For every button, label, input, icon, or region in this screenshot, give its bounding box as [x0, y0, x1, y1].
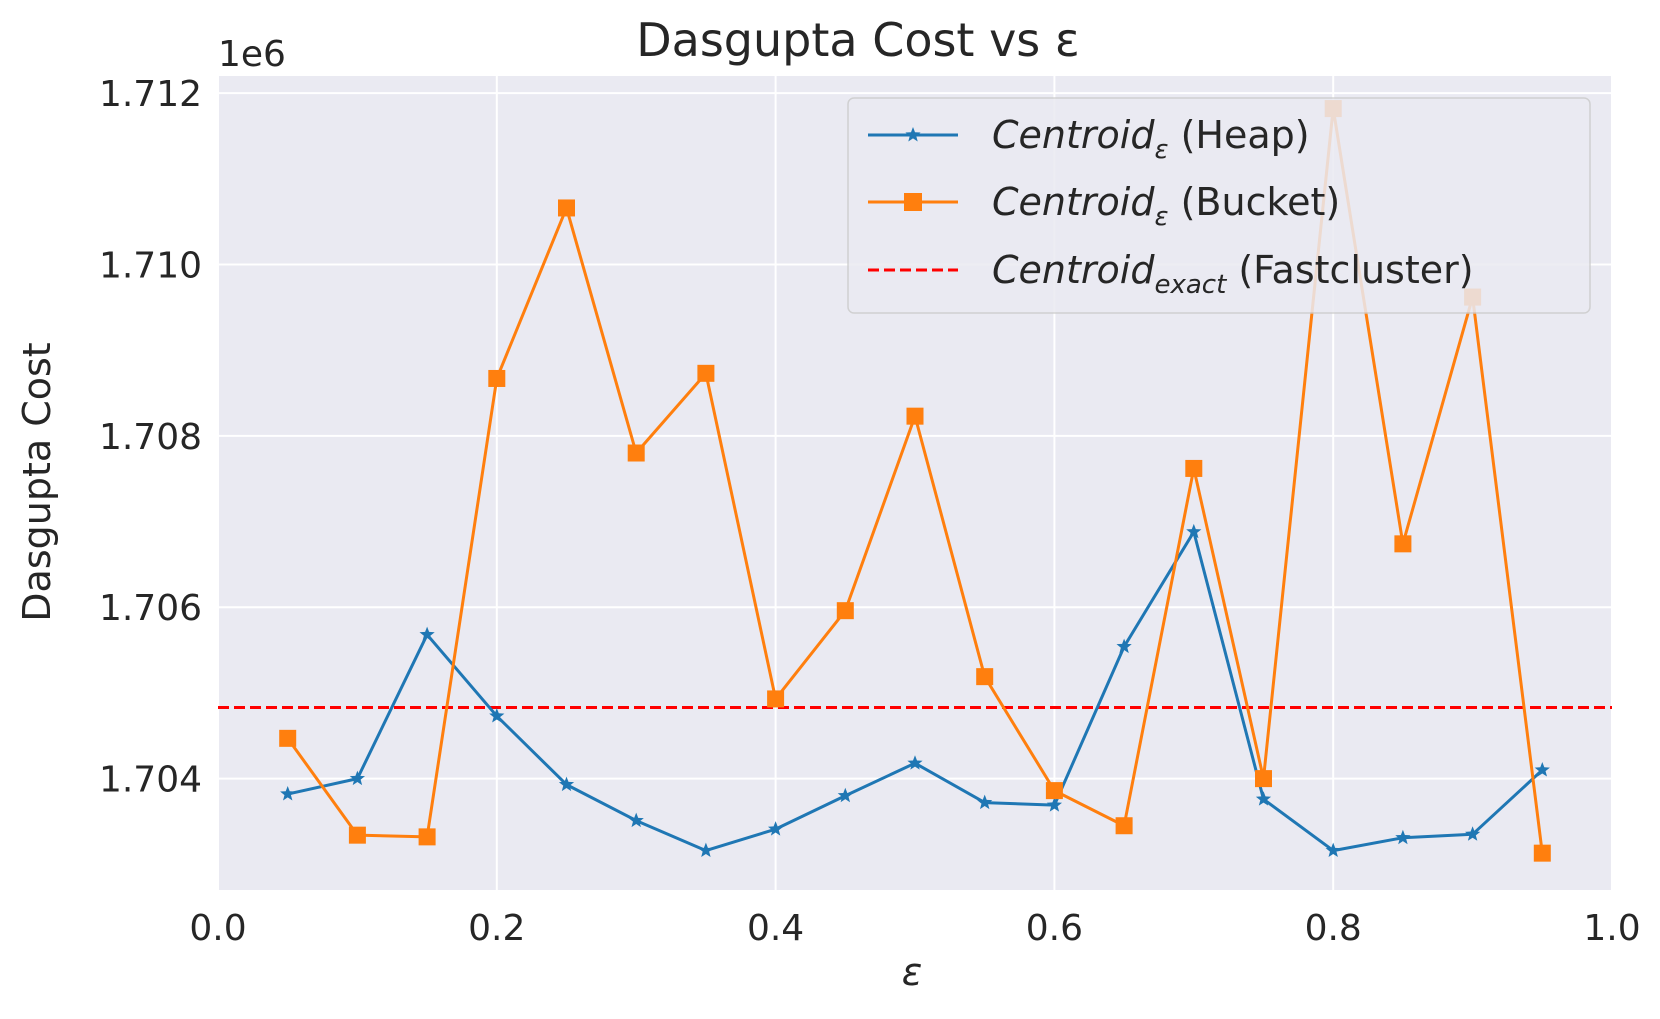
x-axis-label: ε: [902, 950, 923, 994]
tick-labels: 0.0 0.2 0.4 0.6 0.8 1.0 1.704 1.706 1.708 1.710 1.…: [99, 74, 1641, 949]
legend-box: [847, 97, 1591, 314]
data-point-bucket: [906, 407, 924, 425]
x-tick-label: 0.4: [747, 908, 804, 949]
data-point-bucket: [1394, 535, 1412, 553]
data-point-heap: [1116, 638, 1132, 654]
legend-entry-bucket: Centroidε (Bucket): [868, 180, 1340, 232]
legend: Centroidε (Heap) Centroidε (Bucket) Cent…: [847, 97, 1591, 314]
data-point-heap: [977, 794, 993, 810]
data-point-bucket: [418, 828, 436, 846]
data-point-heap: [698, 842, 714, 858]
data-point-heap: [907, 755, 923, 770]
data-point-heap: [489, 708, 505, 723]
data-point-heap: [1186, 523, 1202, 539]
legend-entry-fastcluster: Centroidexact (Fastcluster): [868, 248, 1474, 300]
data-point-bucket: [1533, 844, 1551, 862]
x-tick-label: 1.0: [1583, 908, 1640, 949]
data-point-bucket: [348, 826, 366, 844]
data-point-bucket: [976, 668, 994, 686]
data-point-bucket: [697, 364, 715, 382]
legend-marker-bucket: [904, 193, 922, 211]
data-point-heap: [1255, 791, 1272, 806]
legend-entry-heap: Centroidε (Heap): [868, 113, 1310, 165]
x-tick-label: 0.2: [468, 908, 525, 949]
y-tick-label: 1.704: [99, 760, 202, 801]
data-point-heap: [1325, 842, 1341, 858]
data-point-heap: [837, 787, 853, 803]
data-point-bucket: [767, 690, 785, 708]
data-point-bucket: [1185, 459, 1203, 477]
y-offset-label: 1e6: [218, 34, 286, 75]
data-point-bucket: [279, 729, 297, 747]
data-point-heap: [1534, 762, 1550, 777]
data-point-heap: [1395, 829, 1411, 845]
series-heap: [280, 523, 1550, 858]
data-point-heap: [280, 786, 296, 801]
data-point-heap: [349, 770, 366, 786]
x-tick-label: 0.6: [1026, 908, 1083, 949]
data-point-bucket: [1255, 770, 1272, 788]
y-tick-label: 1.712: [99, 74, 202, 115]
data-point-bucket: [488, 369, 506, 387]
x-tick-label: 0.0: [189, 908, 246, 949]
data-point-bucket: [1045, 782, 1063, 800]
legend-label-bucket: Centroidε (Bucket): [992, 180, 1340, 232]
y-tick-label: 1.710: [99, 246, 202, 287]
legend-marker-heap: [905, 127, 921, 142]
data-point-heap: [419, 626, 435, 642]
data-point-bucket: [627, 444, 645, 462]
y-axis-label: Dasgupta Cost: [15, 342, 59, 621]
legend-label-fastcluster: Centroidexact (Fastcluster): [992, 248, 1474, 300]
data-point-bucket: [836, 602, 854, 620]
data-point-heap: [1046, 797, 1063, 812]
x-tick-label: 0.8: [1305, 908, 1362, 949]
data-point-bucket: [1115, 817, 1133, 835]
legend-label-heap: Centroidε (Heap): [992, 113, 1310, 165]
data-point-heap: [767, 821, 784, 836]
y-tick-label: 1.706: [99, 588, 202, 629]
y-tick-label: 1.708: [99, 417, 202, 458]
data-point-bucket: [558, 199, 575, 217]
data-point-heap: [558, 776, 575, 792]
data-point-heap: [1464, 826, 1481, 841]
chart-title: Dasgupta Cost vs ε: [636, 13, 1080, 67]
data-point-heap: [628, 812, 644, 828]
